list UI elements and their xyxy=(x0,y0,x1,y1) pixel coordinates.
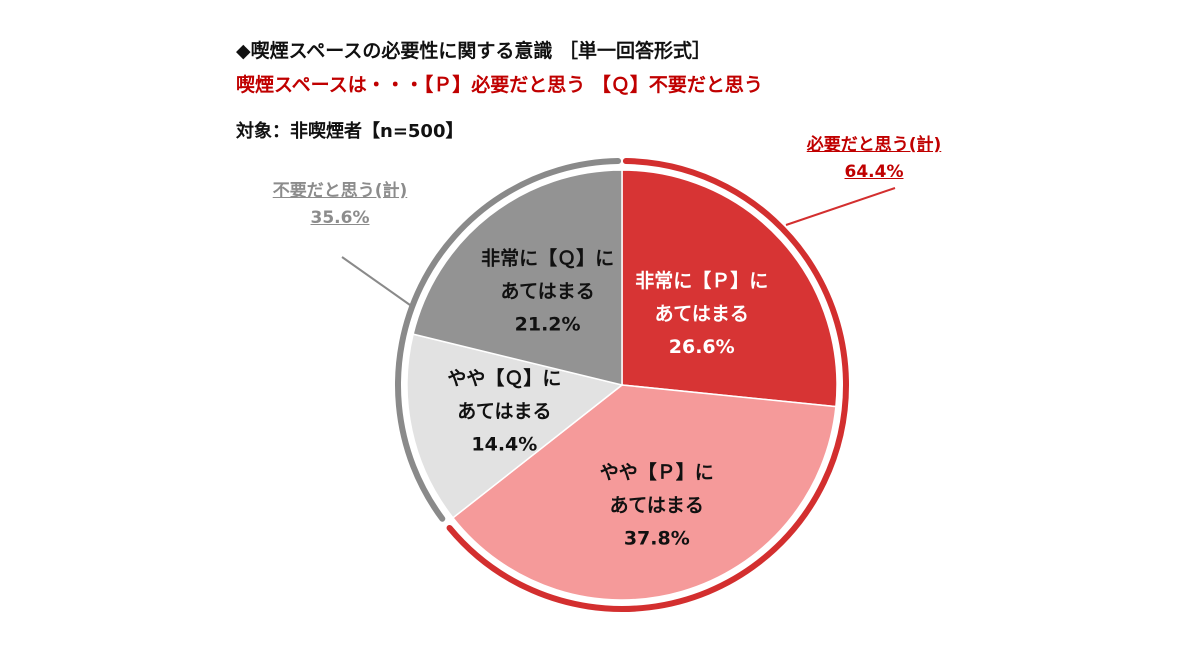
slice-label-1: 非常に【Ｐ】に xyxy=(635,269,768,292)
slice-label-1: あてはまる xyxy=(655,303,749,325)
slice-value-3: 14.4% xyxy=(471,434,537,456)
arc-unnecessary xyxy=(395,158,622,522)
slice-labels: 非常に【Ｐ】にあてはまる26.6%やや【Ｐ】にあてはまる37.8%やや【Ｑ】にあ… xyxy=(447,246,768,549)
slice-value-2: 37.8% xyxy=(624,528,690,550)
slice-label-3: あてはまる xyxy=(457,401,551,423)
chart-title: ◆喫煙スペースの必要性に関する意識 ［単一回答形式］ xyxy=(236,40,711,62)
leader-line-necessary xyxy=(785,187,896,226)
callout-necessary-value: 64.4% xyxy=(844,162,904,182)
slice-label-4: 非常に【Ｑ】に xyxy=(481,246,614,269)
group-arcs xyxy=(395,158,849,612)
pie-slice-4 xyxy=(412,169,623,386)
callout-unnecessary-value: 35.6% xyxy=(310,208,370,228)
chart-subtitle: 喫煙スペースは・・・【Ｐ】必要だと思う 【Ｑ】不要だと思う xyxy=(236,74,763,96)
slice-label-2: あてはまる xyxy=(610,495,704,517)
callout-necessary-total: 必要だと思う(計) 64.4% xyxy=(744,132,1004,186)
leader-line-unnecessary xyxy=(341,256,411,306)
slice-label-3: やや【Ｑ】に xyxy=(447,367,561,390)
slice-label-4: あてはまる xyxy=(500,280,594,302)
slice-value-1: 26.6% xyxy=(669,336,735,358)
pie-slice-1 xyxy=(621,169,838,408)
slice-value-4: 21.2% xyxy=(515,313,581,335)
pie-slice-2 xyxy=(451,384,837,601)
pie-slice-3 xyxy=(406,333,624,519)
callout-necessary-label: 必要だと思う(計) xyxy=(806,135,942,155)
arc-necessary xyxy=(446,158,849,612)
callout-unnecessary-total: 不要だと思う(計) 35.6% xyxy=(220,178,460,232)
pie-slices xyxy=(406,169,838,601)
leader-lines xyxy=(341,187,896,306)
callout-unnecessary-label: 不要だと思う(計) xyxy=(272,181,408,201)
target-respondents: 対象：非喫煙者【n=500】 xyxy=(236,121,464,142)
slice-label-2: やや【Ｐ】に xyxy=(600,461,714,484)
